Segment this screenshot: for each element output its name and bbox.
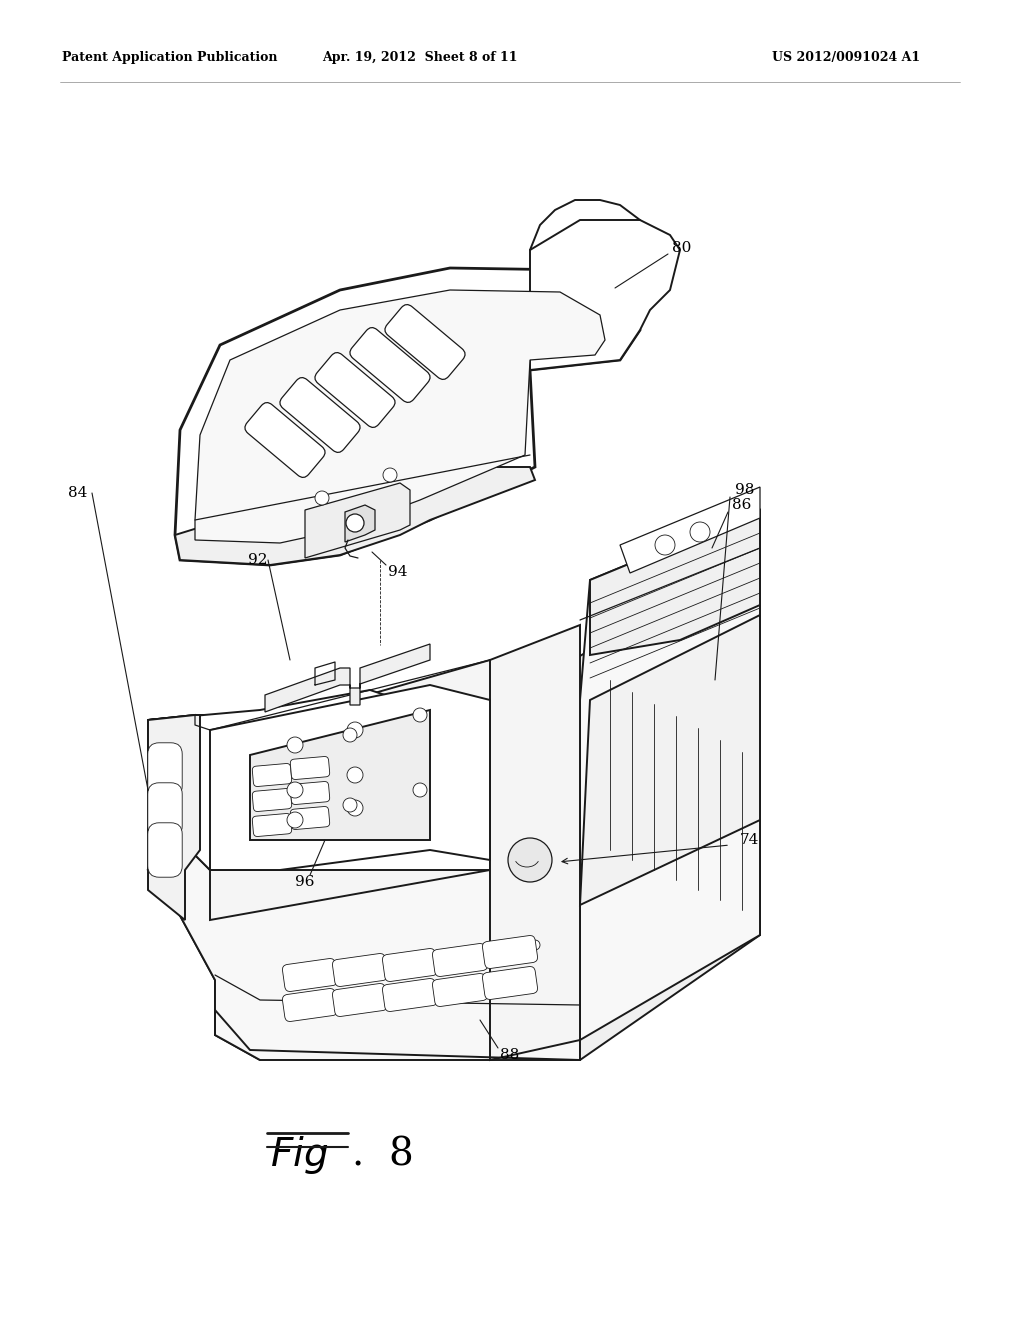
FancyBboxPatch shape [147, 822, 182, 878]
FancyBboxPatch shape [432, 944, 487, 977]
Polygon shape [580, 510, 760, 1040]
FancyBboxPatch shape [283, 989, 338, 1022]
FancyBboxPatch shape [314, 352, 395, 428]
FancyBboxPatch shape [252, 763, 292, 787]
Text: 96: 96 [295, 875, 314, 888]
Polygon shape [175, 467, 535, 565]
Circle shape [690, 521, 710, 543]
Circle shape [655, 535, 675, 554]
FancyBboxPatch shape [147, 783, 182, 837]
Polygon shape [580, 615, 760, 906]
Polygon shape [195, 290, 605, 543]
FancyBboxPatch shape [280, 378, 360, 453]
FancyBboxPatch shape [382, 978, 437, 1011]
Circle shape [287, 812, 303, 828]
Circle shape [315, 491, 329, 506]
Text: $\it{Fig}$: $\it{Fig}$ [270, 1134, 329, 1176]
Polygon shape [148, 715, 260, 1060]
FancyBboxPatch shape [482, 966, 538, 999]
Polygon shape [305, 483, 410, 558]
Polygon shape [195, 660, 580, 920]
Circle shape [347, 767, 362, 783]
Circle shape [347, 800, 362, 816]
Circle shape [287, 781, 303, 799]
Text: 74: 74 [740, 833, 760, 847]
FancyBboxPatch shape [283, 958, 338, 991]
Text: 80: 80 [672, 242, 691, 255]
Circle shape [413, 708, 427, 722]
Text: Apr. 19, 2012  Sheet 8 of 11: Apr. 19, 2012 Sheet 8 of 11 [323, 51, 518, 65]
FancyBboxPatch shape [333, 953, 387, 986]
FancyBboxPatch shape [291, 756, 330, 780]
Circle shape [508, 838, 552, 882]
Polygon shape [210, 685, 490, 870]
Polygon shape [265, 644, 430, 711]
FancyBboxPatch shape [147, 743, 182, 797]
Polygon shape [540, 576, 760, 1060]
Text: 92: 92 [248, 553, 267, 568]
Text: 94: 94 [388, 565, 408, 579]
Text: US 2012/0091024 A1: US 2012/0091024 A1 [772, 51, 920, 65]
Circle shape [343, 729, 357, 742]
Polygon shape [148, 690, 490, 870]
Polygon shape [175, 268, 640, 565]
Text: 88: 88 [500, 1048, 519, 1063]
Circle shape [413, 783, 427, 797]
Text: 86: 86 [732, 498, 752, 512]
FancyBboxPatch shape [432, 974, 487, 1006]
FancyBboxPatch shape [385, 305, 465, 379]
Text: 98: 98 [735, 483, 755, 498]
FancyBboxPatch shape [382, 949, 437, 982]
FancyBboxPatch shape [245, 403, 326, 478]
Polygon shape [148, 780, 580, 1060]
FancyBboxPatch shape [350, 327, 430, 403]
Polygon shape [530, 220, 680, 370]
Circle shape [346, 513, 364, 532]
Polygon shape [590, 510, 760, 655]
FancyBboxPatch shape [333, 983, 387, 1016]
Text: .  8: . 8 [352, 1137, 414, 1173]
Polygon shape [490, 624, 580, 1060]
FancyBboxPatch shape [291, 807, 330, 829]
Circle shape [383, 469, 397, 482]
Polygon shape [148, 715, 200, 920]
FancyBboxPatch shape [482, 936, 538, 969]
Text: Patent Application Publication: Patent Application Publication [62, 51, 278, 65]
Polygon shape [620, 487, 760, 573]
Polygon shape [250, 710, 430, 840]
FancyBboxPatch shape [291, 781, 330, 804]
Text: 84: 84 [68, 486, 87, 500]
Circle shape [287, 737, 303, 752]
FancyBboxPatch shape [252, 813, 292, 837]
FancyBboxPatch shape [252, 788, 292, 812]
Circle shape [343, 799, 357, 812]
Circle shape [347, 722, 362, 738]
Polygon shape [345, 506, 375, 543]
Circle shape [530, 940, 540, 950]
